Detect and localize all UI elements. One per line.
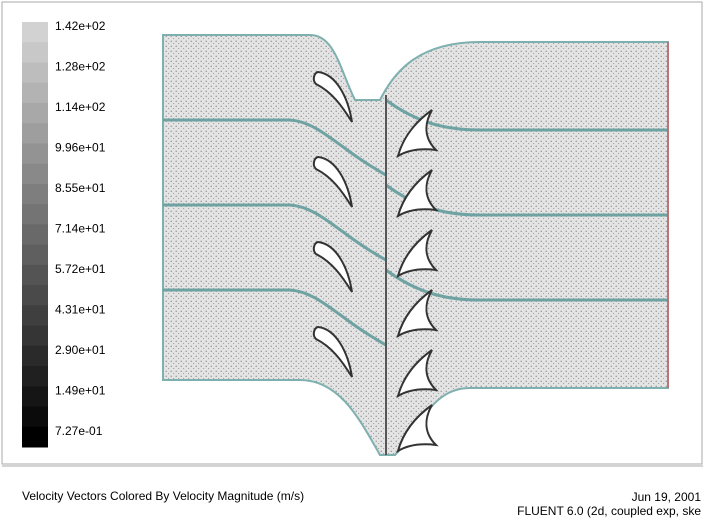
colorbar-swatch <box>22 366 48 387</box>
colorbar-swatch <box>22 204 48 225</box>
graphics-border <box>1 1 703 465</box>
colorbar-label: 7.14e+01 <box>55 222 106 236</box>
colorbar-swatch <box>22 183 48 205</box>
colorbar-swatch <box>22 264 48 286</box>
colorbar-swatch <box>22 285 48 306</box>
flow-field <box>162 34 669 456</box>
colorbar-swatch <box>22 406 48 428</box>
colorbar-label: 1.14e+02 <box>55 100 106 114</box>
date: Jun 19, 2001 <box>632 490 702 504</box>
colorbar-label: 1.49e+01 <box>55 383 106 397</box>
colorbar-label: 7.27e-01 <box>55 424 103 438</box>
colorbar-label: 1.42e+02 <box>55 19 106 33</box>
colorbar-swatch <box>22 244 48 266</box>
colorbar-swatch <box>22 123 48 144</box>
colorbar-swatch <box>22 163 48 185</box>
colorbar-label: 5.72e+01 <box>55 262 106 276</box>
solver-info: FLUENT 6.0 (2d, coupled exp, ske <box>517 504 701 518</box>
colorbar-swatch <box>22 426 48 448</box>
colorbar: 1.42e+02 1.28e+02 1.14e+02 9.96e+01 8.55e+01… <box>22 19 106 448</box>
colorbar-swatch <box>22 345 48 367</box>
colorbar-swatch <box>22 143 48 165</box>
colorbar-swatch <box>22 82 48 104</box>
colorbar-swatch <box>22 325 48 347</box>
colorbar-swatch <box>22 305 48 327</box>
colorbar-swatch <box>22 42 48 63</box>
colorbar-swatch <box>22 224 48 246</box>
colorbar-label: 2.90e+01 <box>55 343 106 357</box>
colorbar-label: 4.31e+01 <box>55 303 106 317</box>
colorbar-label: 8.55e+01 <box>55 181 106 195</box>
colorbar-swatch <box>22 22 48 43</box>
colorbar-label: 1.28e+02 <box>55 60 106 74</box>
colorbar-swatch <box>22 62 48 84</box>
colorbar-swatch <box>22 102 48 124</box>
plot-title: Velocity Vectors Colored By Velocity Mag… <box>22 489 304 503</box>
colorbar-swatch <box>22 386 48 408</box>
periodic-lines <box>163 98 668 347</box>
colorbar-label: 9.96e+01 <box>55 141 106 155</box>
